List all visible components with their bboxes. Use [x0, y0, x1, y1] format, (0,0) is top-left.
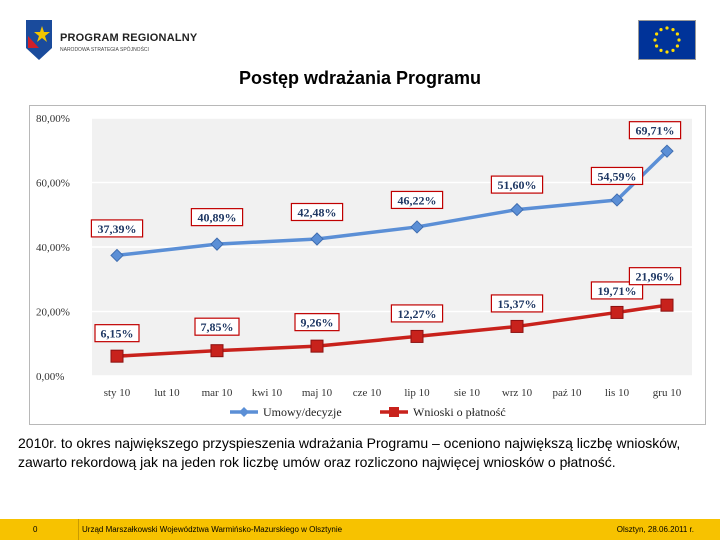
- data-point: [510, 202, 524, 217]
- legend-marker: [239, 407, 249, 417]
- x-tick-label: paź 10: [552, 387, 582, 399]
- legend-label: Umowy/decyzje: [263, 405, 342, 419]
- data-point: [660, 298, 674, 312]
- eu-star-icon: [671, 48, 675, 52]
- eu-star-icon: [675, 44, 679, 48]
- eu-star-icon: [671, 28, 675, 32]
- y-tick-label: 40,00%: [36, 242, 70, 254]
- data-point: [110, 248, 124, 263]
- legend-label: Wnioski o płatność: [413, 405, 506, 419]
- x-tick-label: sie 10: [454, 387, 480, 399]
- logo-title: PROGRAM REGIONALNY: [60, 32, 198, 44]
- footer-divider: [78, 519, 79, 540]
- y-tick-label: 60,00%: [36, 178, 70, 190]
- program-logo: PROGRAM REGIONALNY NARODOWA STRATEGIA SP…: [22, 18, 202, 66]
- data-label: 51,60%: [498, 178, 537, 192]
- data-point: [310, 232, 324, 246]
- data-label: 9,26%: [301, 316, 334, 330]
- x-tick-label: lip 10: [404, 387, 430, 399]
- eu-star-icon: [659, 48, 663, 52]
- data-label: 7,85%: [201, 320, 234, 334]
- data-label-box: [628, 267, 682, 286]
- program-logo-icon: [26, 20, 52, 60]
- eu-flag-stars-icon: [653, 26, 681, 54]
- data-label-box: [190, 208, 244, 227]
- y-tick-label: 80,00%: [36, 113, 70, 125]
- legend-marker: [389, 407, 399, 417]
- data-label: 46,22%: [398, 193, 437, 207]
- data-label: 12,27%: [398, 307, 437, 321]
- data-point: [210, 237, 224, 251]
- x-tick-label: maj 10: [302, 387, 333, 399]
- eu-star-icon: [675, 32, 679, 36]
- data-label: 6,15%: [101, 327, 134, 341]
- x-tick-label: gru 10: [653, 387, 682, 399]
- eu-star-icon: [665, 50, 669, 54]
- eu-star-icon: [655, 44, 659, 48]
- eu-star-icon: [659, 28, 663, 32]
- data-label: 54,59%: [598, 169, 637, 183]
- data-label: 19,71%: [598, 284, 637, 298]
- data-label: 21,96%: [636, 270, 675, 284]
- data-label: 37,39%: [98, 222, 137, 236]
- y-tick-label: 0,00%: [36, 371, 64, 383]
- data-point: [310, 339, 324, 353]
- page-number: 0: [33, 525, 38, 534]
- data-label: 40,89%: [198, 211, 237, 225]
- data-point: [410, 220, 424, 234]
- x-tick-label: wrz 10: [502, 387, 533, 399]
- data-label-box: [490, 294, 544, 313]
- data-point: [610, 193, 624, 207]
- logo-subtitle: NARODOWA STRATEGIA SPÓJNOŚCI: [60, 47, 149, 53]
- data-label-box: [290, 202, 344, 222]
- data-label: 69,71%: [636, 124, 675, 138]
- data-label-box: [294, 313, 340, 332]
- footer-date: Olsztyn, 28.06.2011 r.: [616, 525, 694, 534]
- data-label-box: [390, 304, 444, 323]
- x-tick-label: lut 10: [154, 387, 180, 399]
- data-label-box: [94, 324, 140, 343]
- eu-star-icon: [677, 38, 681, 42]
- line-chart: 0,00% 20,00% 40,00% 60,00% 80,00% sty 10 lut 1…: [36, 113, 692, 419]
- data-label: 15,37%: [498, 297, 537, 311]
- data-point: [510, 319, 524, 333]
- data-label: 42,48%: [298, 206, 337, 220]
- data-label-box: [628, 121, 682, 140]
- data-label-box: [90, 219, 144, 238]
- data-point: [610, 305, 624, 319]
- y-tick-label: 20,00%: [36, 307, 70, 319]
- data-point: [660, 144, 674, 158]
- chart-container: 0,00% 20,00% 40,00% 60,00% 80,00% sty 10 lut 1…: [29, 105, 706, 425]
- eu-flag: [638, 20, 696, 60]
- data-point: [410, 329, 424, 343]
- x-tick-label: kwi 10: [252, 387, 283, 399]
- description-text: 2010r. to okres największego przyspiesze…: [18, 435, 681, 470]
- eu-star-icon: [655, 32, 659, 36]
- data-label-box: [490, 175, 544, 194]
- data-label-box: [194, 317, 240, 336]
- data-point: [110, 349, 124, 363]
- x-tick-label: sty 10: [104, 387, 131, 399]
- x-tick-label: mar 10: [202, 387, 233, 399]
- x-tick-label: lis 10: [605, 387, 630, 399]
- data-label-box: [590, 281, 644, 300]
- data-label-box: [590, 166, 644, 186]
- eu-star-icon: [653, 38, 657, 42]
- footer-bar: 0 Urząd Marszałkowski Województwa Warmiń…: [0, 519, 720, 540]
- data-label-box: [390, 190, 444, 210]
- eu-star-icon: [665, 26, 669, 30]
- x-tick-label: cze 10: [353, 387, 382, 399]
- page-title: Postęp wdrażania Programu: [238, 68, 482, 88]
- data-point: [210, 344, 224, 358]
- footer-organization: Urząd Marszałkowski Województwa Warmińsk…: [82, 525, 343, 534]
